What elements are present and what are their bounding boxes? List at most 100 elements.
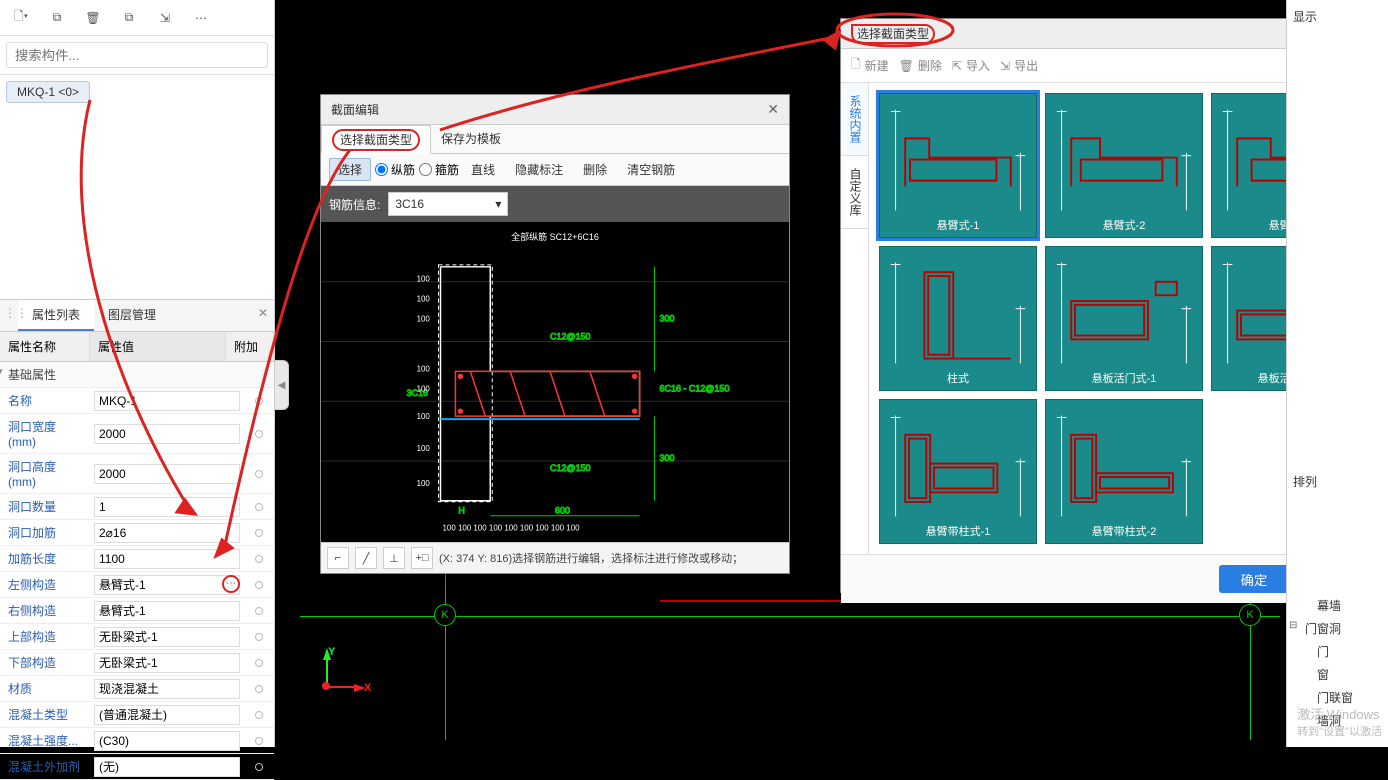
prop-extra-dot[interactable] — [255, 711, 263, 719]
prop-value-input[interactable] — [94, 705, 240, 725]
picker-import-button[interactable]: ⇱ 导入 — [952, 55, 990, 76]
tree-group-openings[interactable]: 门窗洞 — [1287, 617, 1388, 640]
prop-extra-dot[interactable] — [255, 607, 263, 615]
svg-text:300: 300 — [660, 453, 675, 463]
section-thumb[interactable]: 悬臂式-1 — [879, 93, 1037, 238]
ok-button[interactable]: 确定 — [1219, 565, 1289, 593]
prop-extra-dot[interactable] — [255, 737, 263, 745]
prop-group-basic[interactable]: 基础属性 — [0, 362, 274, 388]
prop-value-input[interactable] — [94, 464, 240, 484]
prop-extra-dot[interactable] — [255, 659, 263, 667]
prop-row: 上部构造 — [0, 624, 274, 650]
picker-new-button[interactable]: 🗋 新建 — [851, 55, 889, 76]
section-canvas[interactable]: 全部纵筋 SC12+6C16 — [321, 222, 789, 542]
prop-value-input[interactable] — [94, 391, 240, 411]
right-tree-mid[interactable]: 排列 — [1287, 469, 1388, 494]
prop-row: 混凝土强度... — [0, 728, 274, 754]
section-dialog-title: 截面编辑 — [331, 101, 379, 118]
tab-layers[interactable]: 图层管理 — [94, 300, 170, 331]
prop-value-input[interactable] — [94, 731, 240, 751]
snap-plus-icon[interactable]: +□ — [411, 547, 433, 569]
copy-icon[interactable]: ⧉ — [42, 5, 72, 31]
prop-value-input[interactable] — [94, 549, 240, 569]
section-thumb[interactable]: 悬板活门式-1 — [1045, 246, 1203, 391]
more-icon[interactable]: ⋯ — [186, 5, 216, 31]
prop-extra-dot[interactable] — [255, 555, 263, 563]
picker-export-button[interactable]: ⇲ 导出 — [1000, 55, 1038, 76]
prop-extra-dot[interactable] — [255, 633, 263, 641]
prop-value-input[interactable] — [94, 627, 240, 647]
prop-extra-dot[interactable] — [255, 503, 263, 511]
prop-value-input[interactable] — [94, 757, 240, 777]
search-input[interactable] — [6, 42, 268, 68]
section-tab-save[interactable]: 保存为模板 — [431, 125, 511, 153]
radio-longitudinal[interactable]: 纵筋 — [375, 161, 415, 178]
prop-value-input[interactable] — [94, 601, 240, 621]
prop-name: 洞口加筋 — [0, 520, 90, 545]
rebar-info-select[interactable]: 3C16▾ — [388, 192, 508, 216]
duplicate-icon[interactable]: ⧉ — [114, 5, 144, 31]
prop-row: 下部构造 — [0, 650, 274, 676]
grid-bubble-k1: K — [434, 604, 456, 626]
section-tab-choose[interactable]: 选择截面类型 — [321, 125, 431, 154]
prop-header-extra: 附加 — [226, 332, 274, 361]
delete-icon[interactable]: 🗑 — [78, 5, 108, 31]
prop-extra-dot[interactable] — [255, 397, 263, 405]
prop-name: 混凝土强度... — [0, 728, 90, 753]
radio-stirrup[interactable]: 箍筋 — [419, 161, 459, 178]
svg-text:C12@150: C12@150 — [550, 463, 590, 473]
left-panel: 🗋▾ ⧉ 🗑 ⧉ ⇲ ⋯ MKQ-1 <0> ⋮⋮ 属性列表 图层管理 ✕ 属性… — [0, 0, 275, 747]
prop-value-input[interactable] — [94, 424, 240, 444]
tool-delete[interactable]: 删除 — [575, 159, 615, 180]
picker-title: 选择截面类型 — [851, 24, 935, 44]
snap-endpoint-icon[interactable]: ⌐ — [327, 547, 349, 569]
prop-row: 洞口数量 — [0, 494, 274, 520]
section-dialog-close-icon[interactable]: ✕ — [767, 101, 779, 118]
section-thumb[interactable]: 柱式 — [879, 246, 1037, 391]
prop-name: 左侧构造 — [0, 572, 90, 597]
prop-name: 右侧构造 — [0, 598, 90, 623]
section-thumb[interactable]: 悬臂带柱式-2 — [1045, 399, 1203, 544]
prop-extra-dot[interactable] — [255, 529, 263, 537]
prop-value-input[interactable] — [94, 679, 240, 699]
prop-name: 下部构造 — [0, 650, 90, 675]
tree-item[interactable]: 幕墙 — [1287, 594, 1388, 617]
tool-select[interactable]: 选择 — [329, 158, 371, 181]
snap-perp-icon[interactable]: ⊥ — [383, 547, 405, 569]
paste-icon[interactable]: ⇲ — [150, 5, 180, 31]
prop-row: 右侧构造 — [0, 598, 274, 624]
right-tree-top[interactable]: 显示 — [1287, 4, 1388, 29]
picker-delete-button[interactable]: 🗑 删除 — [899, 55, 942, 76]
prop-value-input[interactable] — [94, 575, 240, 595]
svg-text:100: 100 — [417, 412, 431, 421]
tabs-close-icon[interactable]: ✕ — [258, 306, 268, 320]
tab-properties[interactable]: 属性列表 — [18, 300, 94, 331]
section-thumb[interactable]: 悬臂式-2 — [1045, 93, 1203, 238]
prop-extra-dot[interactable] — [255, 685, 263, 693]
prop-value-input[interactable] — [94, 497, 240, 517]
tool-line[interactable]: 直线 — [463, 159, 503, 180]
component-item[interactable]: MKQ-1 <0> — [6, 81, 90, 103]
collapse-handle[interactable]: ◀ — [275, 360, 289, 410]
side-tab-user[interactable]: 自定义库 — [841, 156, 868, 229]
tool-hide-dim[interactable]: 隐藏标注 — [507, 159, 571, 180]
prop-extra-dot[interactable] — [255, 763, 263, 771]
prop-value-input[interactable] — [94, 523, 240, 543]
prop-ellipsis-button[interactable]: ⋯ — [222, 575, 240, 593]
prop-extra-dot[interactable] — [255, 581, 263, 589]
section-thumb[interactable]: 悬臂带柱式-1 — [879, 399, 1037, 544]
grid-bubble-k2: K — [1239, 604, 1261, 626]
tree-leaf-window[interactable]: 窗 — [1287, 663, 1388, 686]
prop-value-input[interactable] — [94, 653, 240, 673]
snap-line-icon[interactable]: ╱ — [355, 547, 377, 569]
grid-line-v1 — [445, 560, 446, 740]
prop-extra-dot[interactable] — [255, 470, 263, 478]
new-icon[interactable]: 🗋▾ — [6, 5, 36, 31]
prop-name: 洞口宽度(mm) — [0, 414, 90, 453]
section-status-text: (X: 374 Y: 816)选择钢筋进行编辑，选择标注进行修改或移动； — [439, 550, 743, 566]
tree-leaf-door[interactable]: 门 — [1287, 640, 1388, 663]
prop-extra-dot[interactable] — [255, 430, 263, 438]
side-tab-system[interactable]: 系统内置 — [841, 83, 868, 156]
prop-header: 属性名称 属性值 附加 — [0, 332, 274, 362]
tool-clear[interactable]: 清空钢筋 — [619, 159, 683, 180]
